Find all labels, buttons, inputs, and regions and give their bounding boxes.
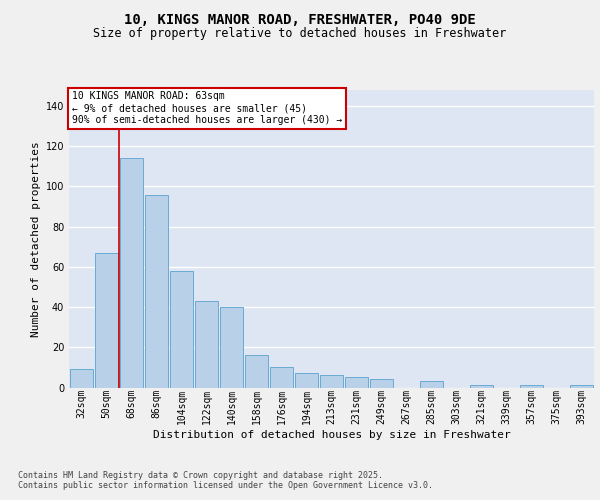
Bar (170, 271, 193, 388)
Bar (245, 356, 268, 388)
Bar (520, 386, 543, 388)
Bar (370, 380, 393, 388)
Bar (95, 253, 118, 388)
Bar (470, 386, 493, 388)
Bar (345, 378, 368, 388)
Text: Contains public sector information licensed under the Open Government Licence v3: Contains public sector information licen… (18, 482, 433, 490)
Text: 10, KINGS MANOR ROAD, FRESHWATER, PO40 9DE: 10, KINGS MANOR ROAD, FRESHWATER, PO40 9… (124, 13, 476, 27)
Bar (70, 370, 93, 388)
Bar (320, 376, 343, 388)
Bar (120, 158, 143, 388)
Bar (570, 386, 593, 388)
Bar (295, 374, 318, 388)
Bar (220, 307, 243, 388)
Bar (420, 382, 443, 388)
Text: Size of property relative to detached houses in Freshwater: Size of property relative to detached ho… (94, 26, 506, 40)
X-axis label: Distribution of detached houses by size in Freshwater: Distribution of detached houses by size … (152, 430, 511, 440)
Bar (195, 301, 218, 388)
Text: 10 KINGS MANOR ROAD: 63sqm
← 9% of detached houses are smaller (45)
90% of semi-: 10 KINGS MANOR ROAD: 63sqm ← 9% of detac… (71, 92, 342, 124)
Bar (145, 194, 168, 388)
Text: Contains HM Land Registry data © Crown copyright and database right 2025.: Contains HM Land Registry data © Crown c… (18, 470, 383, 480)
Bar (270, 368, 293, 388)
Y-axis label: Number of detached properties: Number of detached properties (31, 141, 41, 336)
